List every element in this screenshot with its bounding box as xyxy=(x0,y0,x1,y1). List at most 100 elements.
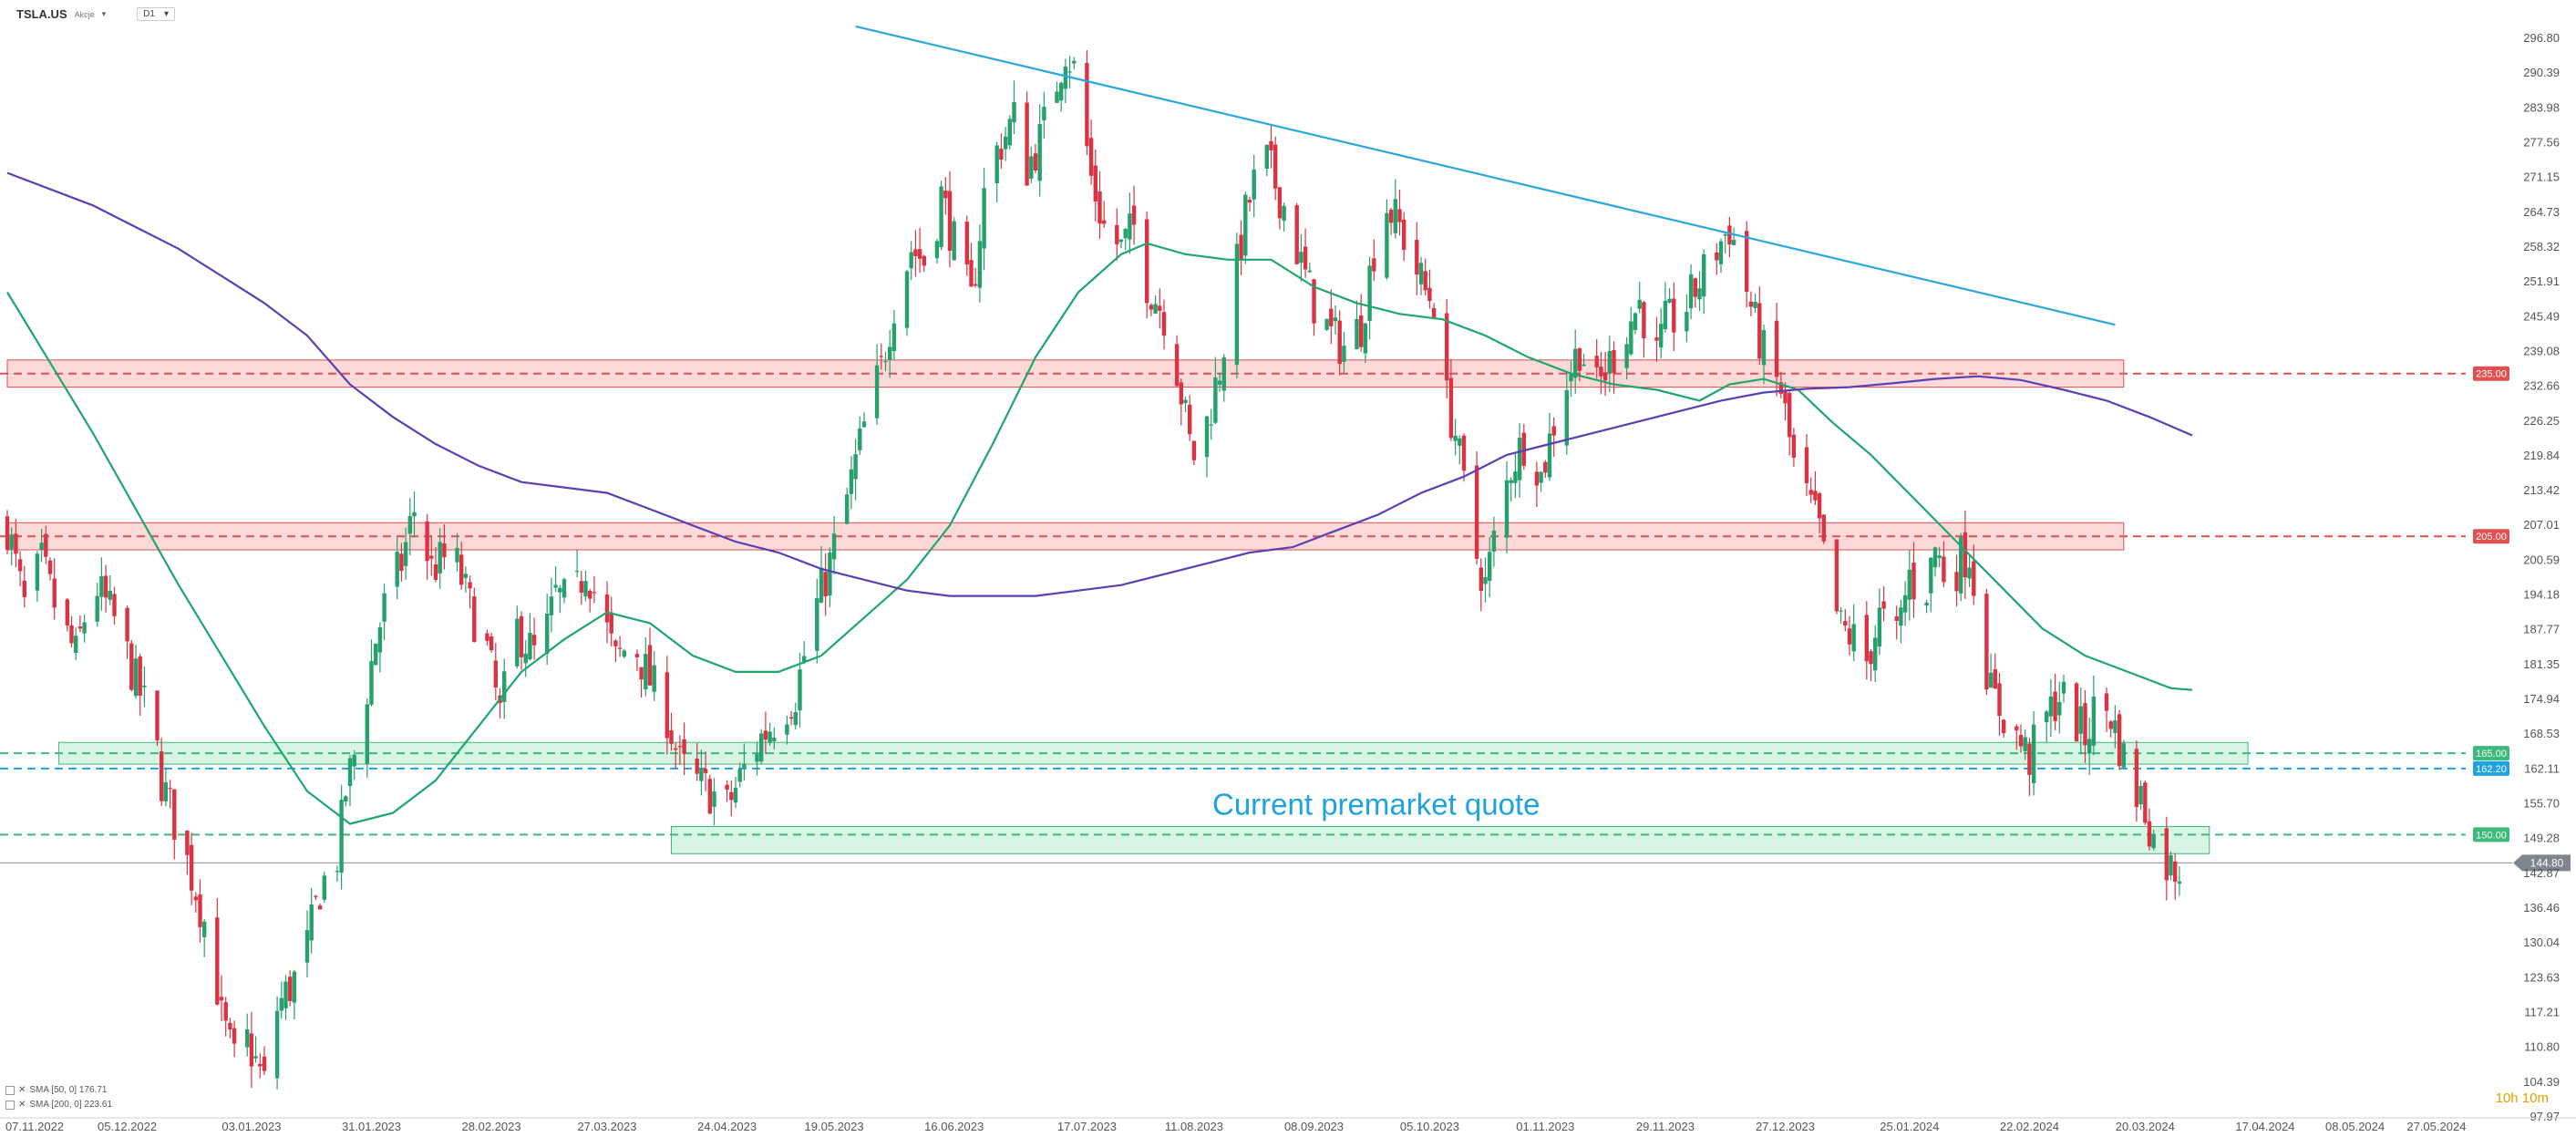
candle-body xyxy=(1088,138,1094,176)
candle-body xyxy=(1847,628,1852,645)
indicator-sma200[interactable]: ✕ SMA [200, 0] 223.61 xyxy=(5,1100,112,1110)
candle-body xyxy=(1791,434,1797,459)
candle-body xyxy=(2074,683,2079,742)
x-tick-label: 07.11.2022 xyxy=(5,1120,64,1133)
candle-body xyxy=(613,640,618,646)
candle-body xyxy=(1569,374,1573,382)
x-tick-label: 27.05.2024 xyxy=(2406,1120,2466,1133)
indicator-sma50[interactable]: ✕ SMA [50, 0] 176.71 xyxy=(5,1085,107,1095)
indicator-toggle-icon[interactable] xyxy=(5,1100,15,1110)
candle-body xyxy=(9,534,14,550)
candle-body xyxy=(1693,278,1697,297)
candle-body xyxy=(493,660,498,687)
candle-body xyxy=(1063,67,1068,89)
candle-body xyxy=(1517,438,1522,481)
candle-body xyxy=(1427,287,1432,302)
level-label: 150.00 xyxy=(2476,830,2507,841)
y-tick-label: 136.46 xyxy=(2523,901,2560,915)
candle-body xyxy=(14,533,18,554)
candle-body xyxy=(1843,621,1848,626)
candle-body xyxy=(1907,569,1911,600)
candle-body xyxy=(262,1056,267,1071)
candle-body xyxy=(999,149,1004,160)
candle-body xyxy=(1718,241,1724,264)
candle-body xyxy=(344,796,348,802)
candle-body xyxy=(755,754,759,762)
candle-body xyxy=(1547,433,1552,478)
candle-body xyxy=(1453,435,1458,441)
y-tick-label: 123.63 xyxy=(2523,970,2560,984)
candle-body xyxy=(977,241,983,288)
candle-body xyxy=(639,667,644,680)
candle-body xyxy=(798,669,802,711)
candle-body xyxy=(712,791,716,807)
candle-body xyxy=(2121,743,2126,768)
candle-body xyxy=(1385,212,1389,278)
candle-body xyxy=(1877,607,1882,647)
candle-body xyxy=(879,356,883,357)
candle-body xyxy=(133,658,139,697)
indicator-toggle-icon[interactable] xyxy=(5,1085,15,1095)
close-icon[interactable]: ✕ xyxy=(18,1085,26,1095)
candle-body xyxy=(1869,651,1873,665)
symbol-dropdown-icon[interactable]: ▾ xyxy=(101,9,107,18)
symbol-type: Akcje xyxy=(74,9,95,19)
candle-body xyxy=(2091,696,2097,746)
candle-body xyxy=(1667,298,1672,303)
candle-body xyxy=(129,643,134,690)
candle-body xyxy=(947,191,953,252)
candle-body xyxy=(891,323,897,352)
timeframe-chevron-icon: ▾ xyxy=(163,9,169,19)
candle-body xyxy=(374,643,378,666)
x-tick-label: 27.12.2023 xyxy=(1756,1120,1815,1133)
candle-body xyxy=(2151,833,2156,849)
lines-layer xyxy=(6,25,2193,825)
candle-body xyxy=(2002,719,2006,734)
candle-body xyxy=(1993,668,1997,689)
candle-body xyxy=(1243,194,1248,256)
candle-body xyxy=(1881,601,1886,609)
candle-body xyxy=(485,633,489,641)
candle-body xyxy=(1367,265,1372,321)
candle-body xyxy=(2057,701,2062,716)
candle-body xyxy=(1217,380,1222,385)
y-tick-label: 149.28 xyxy=(2523,832,2560,845)
y-tick-label: 219.84 xyxy=(2523,449,2560,462)
candle-body xyxy=(2014,726,2019,731)
candle-body xyxy=(1624,344,1629,368)
candle-body xyxy=(249,1033,254,1067)
candle-body xyxy=(155,690,160,741)
candle-body xyxy=(763,730,768,740)
candle-body xyxy=(665,672,669,739)
candle-body xyxy=(2045,711,2049,723)
candle-body xyxy=(468,582,472,589)
candle-body xyxy=(172,789,177,840)
candle-body xyxy=(253,1056,258,1059)
candle-body xyxy=(1307,270,1312,273)
candle-body xyxy=(2023,737,2027,751)
candle-body xyxy=(699,768,704,781)
indicator-label: SMA [200, 0] 223.61 xyxy=(29,1100,113,1110)
candle-body xyxy=(1929,557,1933,594)
sma200-line xyxy=(6,171,2193,597)
candle-body xyxy=(1761,330,1767,366)
candle-body xyxy=(1402,219,1406,251)
candle-body xyxy=(1029,156,1034,179)
candle-body xyxy=(95,595,99,622)
candle-body xyxy=(1582,364,1586,367)
y-tick-label: 181.35 xyxy=(2523,657,2560,671)
symbol-name[interactable]: TSLA.US xyxy=(16,7,67,21)
candle-body xyxy=(1753,301,1757,308)
candle-body xyxy=(785,724,789,735)
close-icon[interactable]: ✕ xyxy=(18,1100,26,1110)
candle-body xyxy=(604,594,610,623)
timeframe-select[interactable]: D1 ▾ xyxy=(137,7,175,21)
candle-body xyxy=(1534,471,1540,486)
candle-body xyxy=(1037,124,1042,181)
x-tick-label: 05.10.2023 xyxy=(1400,1120,1459,1133)
candle-body xyxy=(1093,165,1097,202)
y-tick-label: 290.39 xyxy=(2523,66,2560,79)
candle-body xyxy=(1959,537,1963,594)
candle-body xyxy=(1431,307,1437,319)
